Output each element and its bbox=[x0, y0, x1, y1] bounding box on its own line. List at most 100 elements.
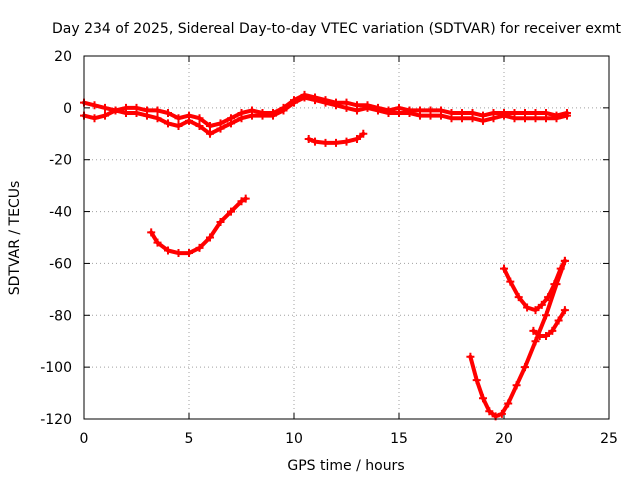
data-point bbox=[174, 114, 183, 123]
data-point bbox=[479, 116, 487, 125]
data-point bbox=[153, 238, 162, 247]
data-point bbox=[537, 300, 546, 309]
data-point bbox=[353, 134, 361, 143]
data-point bbox=[500, 111, 508, 120]
data-point bbox=[174, 249, 183, 258]
data-point bbox=[563, 111, 571, 120]
data-point bbox=[416, 111, 424, 120]
data-point bbox=[153, 114, 162, 123]
data-point bbox=[321, 98, 330, 107]
data-point bbox=[216, 217, 225, 226]
data-point bbox=[153, 106, 162, 115]
series-1 bbox=[80, 93, 571, 138]
data-point bbox=[216, 124, 225, 133]
data-point bbox=[101, 103, 109, 112]
y-tick-label: 20 bbox=[54, 49, 72, 65]
data-point bbox=[485, 407, 494, 416]
data-point bbox=[468, 114, 477, 123]
x-tick-label: 25 bbox=[600, 431, 618, 447]
data-point bbox=[554, 316, 563, 325]
data-point bbox=[405, 109, 414, 118]
axis-ticks: 0 5 10 15 20 25 -120 -100 -80 -60 -40 -20 0 20 bbox=[40, 49, 618, 447]
x-tick-label: 10 bbox=[285, 431, 303, 447]
data-point bbox=[359, 129, 368, 138]
data-point bbox=[237, 197, 246, 206]
data-point bbox=[164, 246, 172, 255]
data-point bbox=[531, 337, 540, 346]
data-point bbox=[321, 138, 330, 147]
data-point bbox=[111, 106, 120, 115]
data-point bbox=[195, 122, 204, 131]
series-0 bbox=[80, 90, 571, 131]
series-line bbox=[531, 308, 567, 338]
y-axis-label: SDTVAR / TECUs bbox=[7, 181, 23, 296]
data-point bbox=[206, 233, 214, 242]
series-4 bbox=[466, 256, 569, 421]
data-point bbox=[426, 111, 435, 120]
data-point bbox=[521, 114, 529, 123]
data-point bbox=[548, 326, 557, 335]
data-point bbox=[512, 381, 521, 390]
series-2 bbox=[304, 129, 368, 147]
data-point bbox=[143, 111, 151, 120]
data-point bbox=[497, 409, 506, 418]
data-point bbox=[248, 111, 256, 120]
x-axis-label: GPS time / hours bbox=[287, 458, 404, 474]
data-point bbox=[185, 116, 193, 125]
data-point bbox=[90, 101, 99, 110]
chart-title: Day 234 of 2025, Sidereal Day-to-day VTE… bbox=[52, 21, 622, 37]
y-tick-label: -40 bbox=[49, 205, 72, 221]
data-point bbox=[195, 114, 204, 123]
data-point bbox=[556, 264, 565, 273]
data-point bbox=[395, 109, 403, 118]
data-point bbox=[531, 114, 540, 123]
y-tick-label: -60 bbox=[49, 256, 72, 272]
data-point bbox=[560, 256, 569, 265]
data-point bbox=[132, 109, 141, 118]
series-line bbox=[502, 258, 567, 313]
data-point bbox=[269, 111, 277, 120]
data-point bbox=[311, 137, 319, 146]
series-3 bbox=[147, 194, 250, 258]
data-point bbox=[466, 352, 475, 361]
data-point bbox=[542, 114, 550, 123]
data-point bbox=[290, 98, 298, 107]
data-point bbox=[122, 109, 130, 118]
data-point bbox=[227, 119, 235, 128]
data-point bbox=[550, 280, 559, 289]
data-point bbox=[241, 194, 250, 203]
data-point bbox=[227, 207, 235, 216]
data-point bbox=[544, 293, 553, 302]
data-point bbox=[237, 114, 246, 123]
data-point bbox=[342, 137, 351, 146]
data-point bbox=[279, 106, 288, 115]
data-point bbox=[300, 93, 309, 102]
data-point bbox=[147, 228, 156, 237]
y-tick-label: -80 bbox=[49, 308, 72, 324]
data-point bbox=[174, 122, 183, 131]
y-tick-label: -100 bbox=[40, 360, 72, 376]
data-point bbox=[342, 103, 351, 112]
series-6 bbox=[529, 306, 569, 341]
data-point bbox=[521, 363, 529, 372]
data-point bbox=[332, 138, 340, 147]
data-point bbox=[479, 394, 487, 403]
x-tick-label: 0 bbox=[80, 431, 89, 447]
data-point bbox=[531, 306, 540, 315]
data-point bbox=[489, 114, 498, 123]
y-tick-label: -20 bbox=[49, 153, 72, 169]
plot-frame bbox=[83, 55, 610, 420]
data-point bbox=[311, 96, 319, 105]
data-point bbox=[447, 114, 456, 123]
data-point bbox=[90, 114, 99, 123]
data-point bbox=[472, 376, 481, 385]
data-point bbox=[206, 122, 214, 131]
data-point bbox=[164, 109, 172, 118]
data-point bbox=[101, 111, 109, 120]
data-point bbox=[510, 114, 519, 123]
x-tick-label: 15 bbox=[390, 431, 408, 447]
data-point bbox=[523, 303, 532, 312]
data-point bbox=[529, 326, 538, 335]
y-tick-label: 0 bbox=[63, 101, 72, 117]
data-point bbox=[552, 114, 561, 123]
